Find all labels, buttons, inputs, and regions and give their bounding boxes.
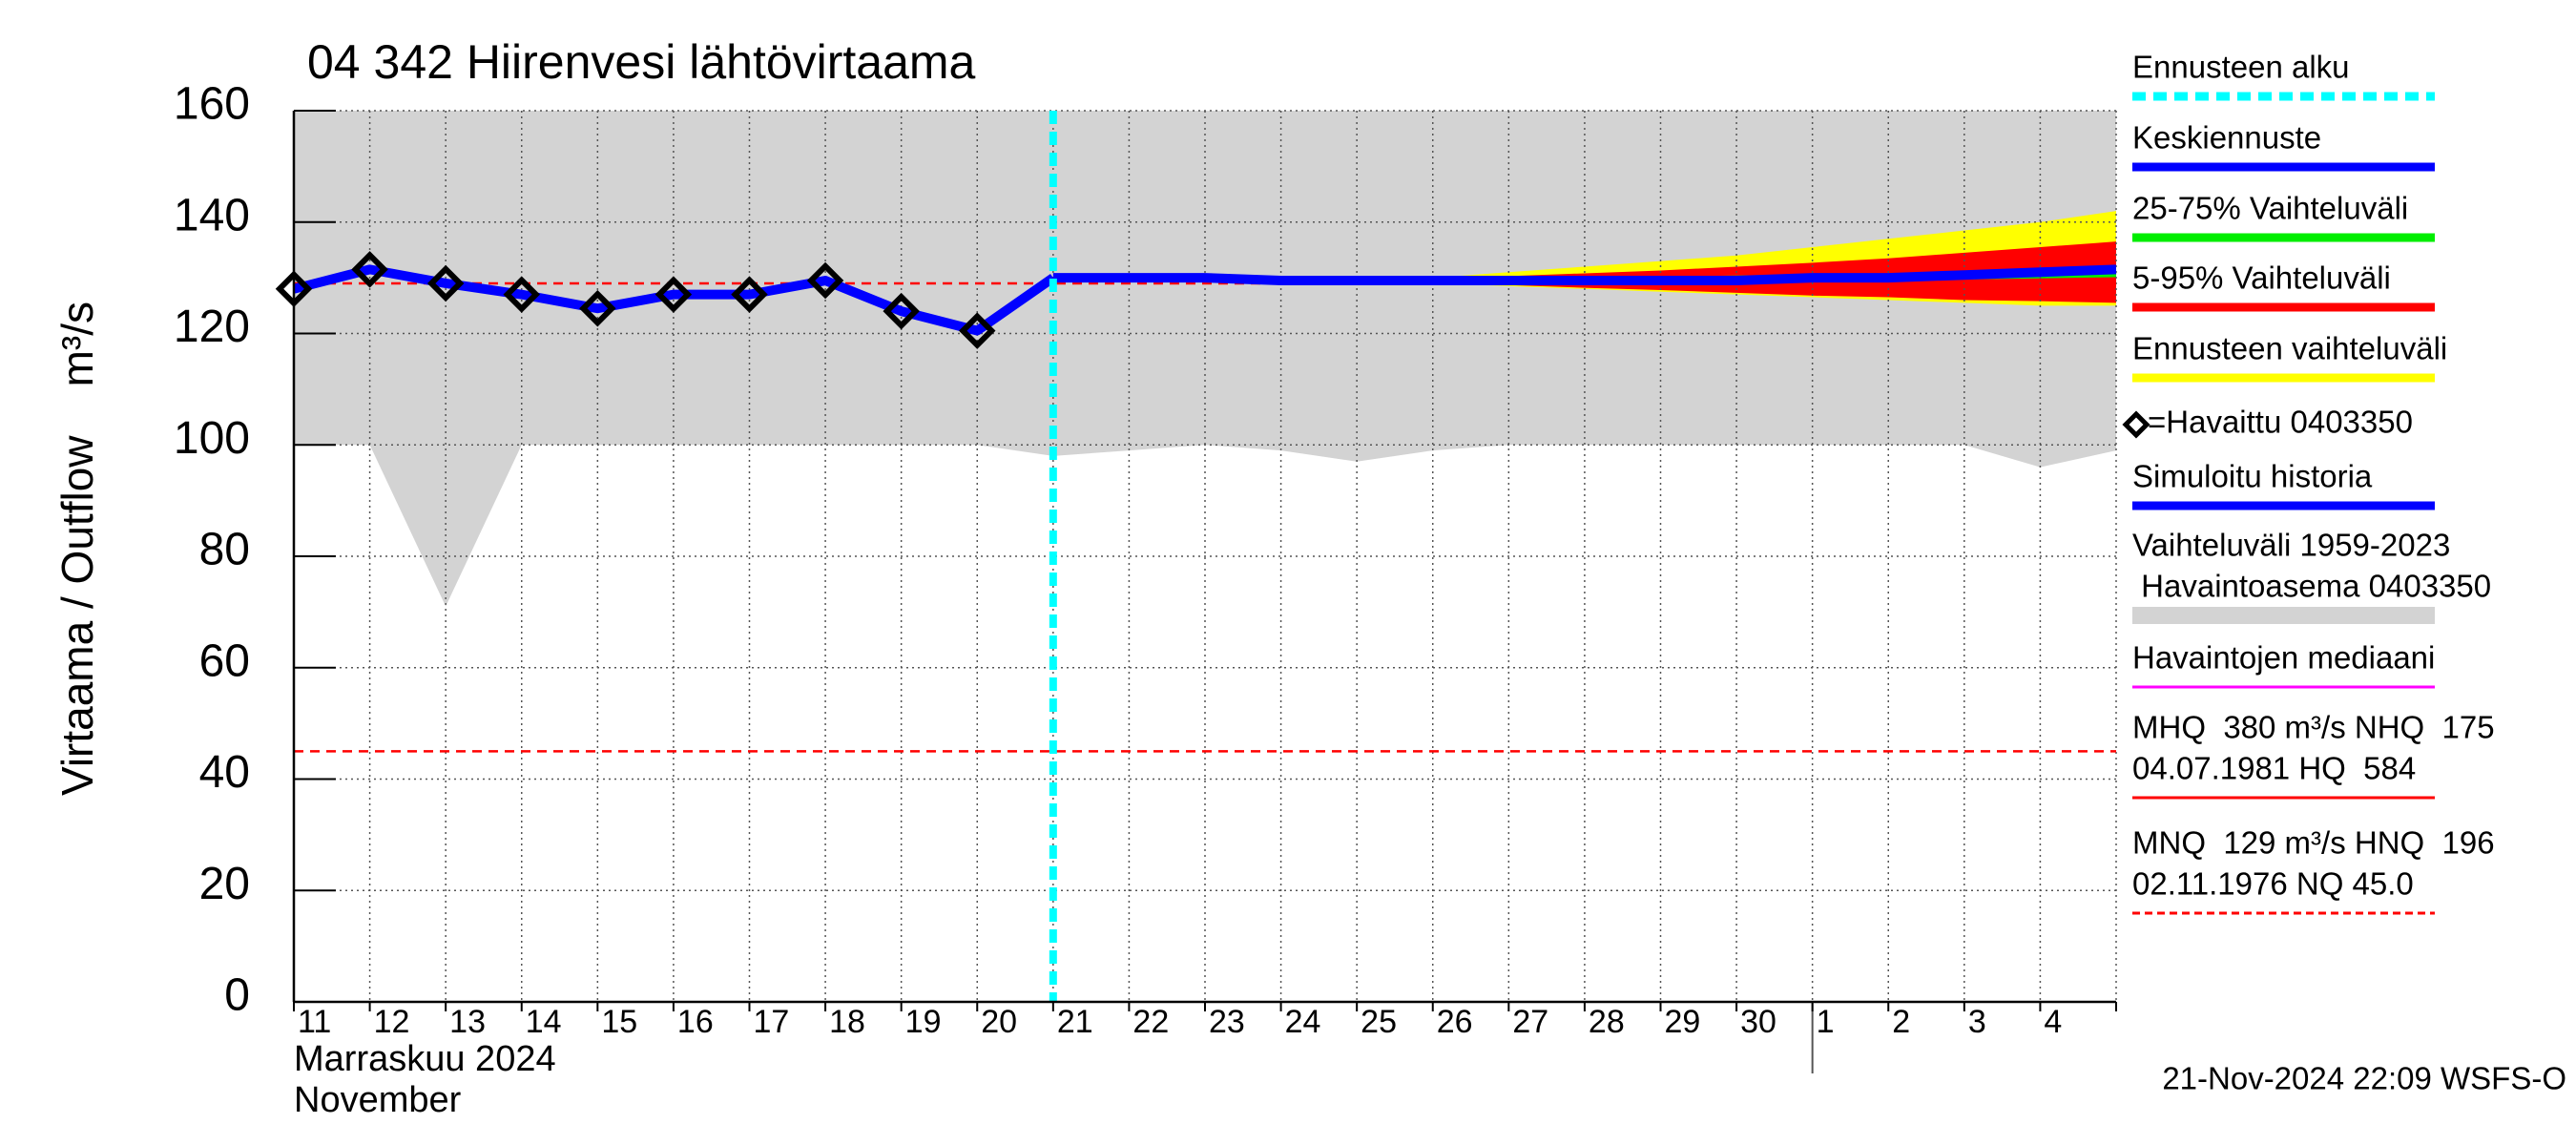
y-tick-label: 140 [174,190,250,240]
observed-marker [883,292,920,330]
x-axis-label: November [294,1080,462,1120]
observed-marker [503,276,540,313]
observed-marker [731,276,768,313]
data-line [292,264,1056,336]
x-tick-label: 12 [374,1004,410,1040]
observed-marker [426,264,465,302]
x-tick-label: 13 [449,1004,486,1040]
legend-label: Ennusteen alku [2132,50,2350,85]
y-tick-label: 120 [174,302,250,352]
observed-marker [806,261,844,300]
x-tick-label: 17 [754,1004,790,1040]
legend-label: 02.11.1976 NQ 45.0 [2132,866,2414,902]
legend-label: Keskiennuste [2132,120,2321,156]
y-tick-label: 0 [224,970,250,1021]
x-tick-label: 22 [1132,1004,1169,1040]
x-tick-label: 15 [601,1004,637,1040]
legend-label: Havaintoasema 0403350 [2132,569,2491,604]
x-tick-label: 28 [1589,1004,1625,1040]
observed-marker [579,289,616,327]
legend-label: 25-75% Vaihteluväli [2132,191,2408,226]
x-tick-label: 21 [1057,1004,1093,1040]
x-tick-label: 30 [1740,1004,1776,1040]
y-tick-label: 80 [199,525,250,575]
x-tick-label: 24 [1285,1004,1321,1040]
legend-label: MNQ 129 m³/s HNQ 196 [2132,825,2495,861]
legend-label: =Havaittu 0403350 [2148,405,2413,440]
x-tick-label: 1 [1817,1004,1835,1040]
y-tick-label: 100 [174,413,250,464]
x-tick-label: 3 [1968,1004,1986,1040]
legend-label: Ennusteen vaihteluväli [2132,331,2447,366]
y-tick-label: 40 [199,747,250,798]
x-tick-label: 27 [1512,1004,1548,1040]
x-tick-label: 2 [1892,1004,1910,1040]
x-tick-label: 11 [298,1004,331,1040]
legend-label: 04.07.1981 HQ 584 [2132,751,2416,786]
x-tick-label: 16 [677,1004,714,1040]
x-tick-label: 18 [829,1004,865,1040]
legend-label: Vaihteluväli 1959-2023 [2132,528,2450,563]
x-tick-label: 25 [1361,1004,1397,1040]
timestamp: 21-Nov-2024 22:09 WSFS-O [2162,1061,2566,1096]
legend-label: 5-95% Vaihteluväli [2132,260,2391,296]
observed-marker [959,312,996,349]
x-tick-label: 4 [2044,1004,2062,1040]
x-tick-label: 23 [1209,1004,1245,1040]
observed-marker [654,276,693,313]
data-line [1052,264,2117,286]
x-tick-label: 19 [905,1004,942,1040]
x-tick-label: 29 [1665,1004,1701,1040]
y-tick-label: 20 [199,859,250,909]
y-tick-label: 160 [174,79,250,130]
x-axis-label: Marraskuu 2024 [294,1039,556,1079]
chart-title: 04 342 Hiirenvesi lähtövirtaama [307,35,976,89]
legend-label: MHQ 380 m³/s NHQ 175 [2132,710,2495,745]
x-tick-label: 20 [981,1004,1017,1040]
legend-label: Simuloitu historia [2132,459,2373,494]
range-band [1052,241,2116,303]
observed-marker [351,251,388,288]
legend-marker [2122,410,2150,439]
legend-label: Havaintojen mediaani [2132,640,2435,676]
x-tick-label: 26 [1437,1004,1473,1040]
y-tick-label: 60 [199,635,250,686]
x-tick-label: 14 [526,1004,562,1040]
y-axis-label: Virtaama / Outflow m³/s [52,302,102,796]
